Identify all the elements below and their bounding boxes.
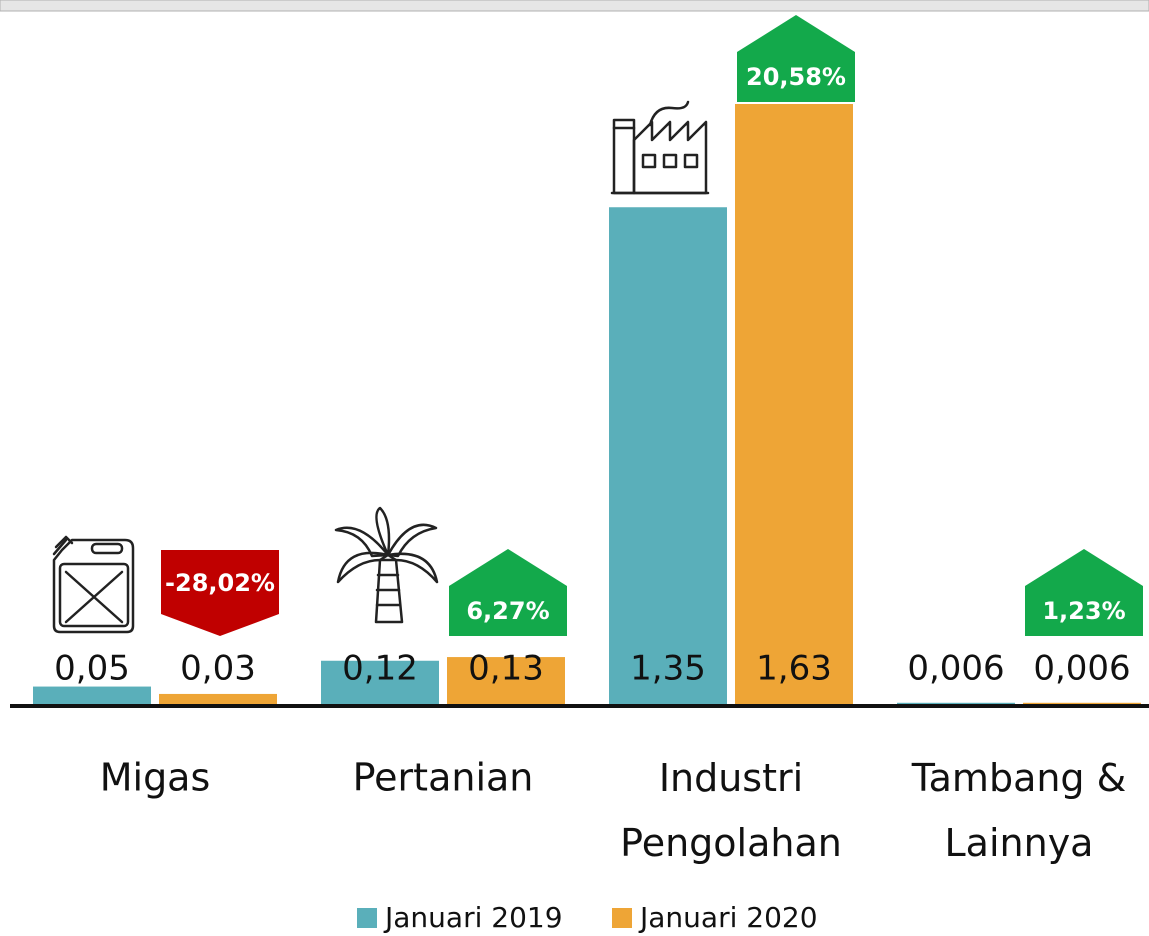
bar bbox=[1023, 702, 1141, 705]
bar bbox=[609, 207, 727, 705]
value-label: 0,05 bbox=[54, 649, 130, 689]
change-badge bbox=[161, 550, 279, 636]
bar bbox=[897, 702, 1015, 705]
palm-icon bbox=[334, 506, 439, 624]
change-label: 20,58% bbox=[746, 63, 846, 91]
category-label: Tambang & Lainnya bbox=[911, 756, 1127, 865]
bar bbox=[735, 104, 853, 705]
change-label: 6,27% bbox=[466, 597, 549, 625]
bar bbox=[321, 660, 439, 705]
change-label: 1,23% bbox=[1042, 597, 1125, 625]
change-badge bbox=[1025, 549, 1143, 636]
category-label: Industri Pengolahan bbox=[620, 756, 842, 865]
legend-swatch bbox=[357, 908, 377, 928]
value-label: 0,006 bbox=[907, 649, 1004, 689]
change-badge bbox=[449, 549, 567, 636]
value-label: 1,35 bbox=[630, 649, 706, 689]
bar bbox=[447, 657, 565, 705]
value-label: 0,13 bbox=[468, 649, 544, 689]
change-label: -28,02% bbox=[165, 569, 275, 597]
value-label: 0,03 bbox=[180, 649, 256, 689]
value-label: 0,006 bbox=[1033, 649, 1130, 689]
value-label: 0,12 bbox=[342, 649, 418, 689]
legend-label: Januari 2019 bbox=[383, 901, 563, 934]
top-strip bbox=[0, 0, 1149, 12]
factory-icon bbox=[610, 100, 710, 195]
change-badge bbox=[737, 15, 855, 102]
bar bbox=[159, 693, 277, 705]
legend-label: Januari 2020 bbox=[638, 901, 818, 934]
value-label: 1,63 bbox=[756, 649, 832, 689]
category-label: Pertanian bbox=[353, 756, 534, 800]
jerrycan-icon bbox=[52, 535, 135, 634]
legend-swatch bbox=[612, 908, 632, 928]
bar bbox=[33, 686, 151, 705]
category-label: Migas bbox=[100, 756, 211, 800]
